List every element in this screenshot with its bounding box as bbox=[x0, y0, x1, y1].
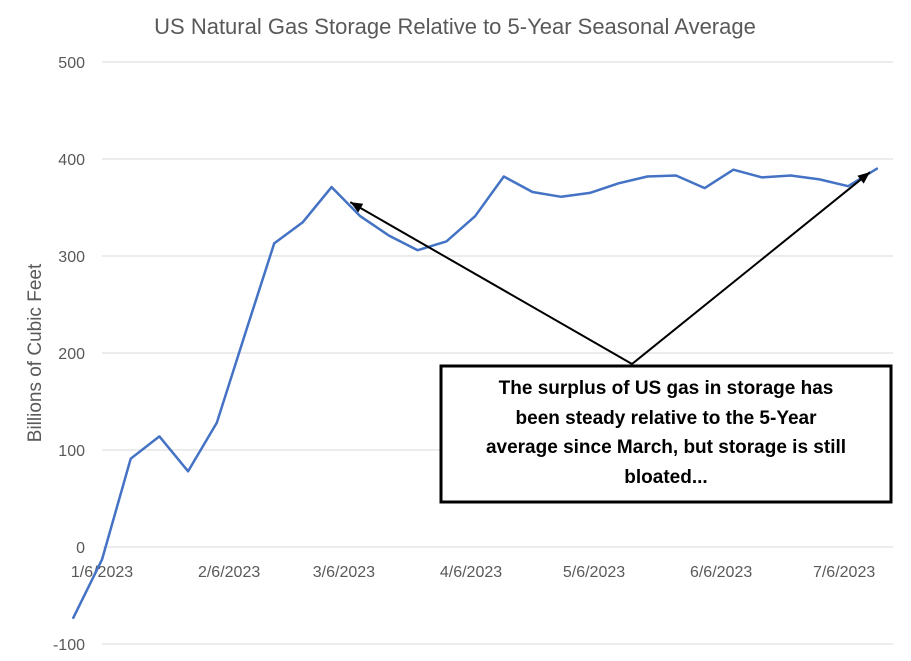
y-tick-label: 300 bbox=[58, 249, 85, 266]
y-axis-label: Billions of Cubic Feet bbox=[25, 263, 46, 442]
annotation-line-4: bloated... bbox=[624, 467, 707, 488]
y-tick-label: 100 bbox=[58, 443, 85, 460]
annotation-line-3: average since March, but storage is stil… bbox=[486, 437, 846, 458]
y-tick-label: 200 bbox=[58, 346, 85, 363]
x-tick-label: 7/6/2023 bbox=[813, 564, 875, 581]
annotation-line-1: The surplus of US gas in storage has bbox=[499, 378, 834, 399]
x-tick-labels: 1/6/2023 2/6/2023 3/6/2023 4/6/2023 5/6/2023… bbox=[71, 564, 875, 581]
gridlines bbox=[102, 61, 893, 645]
y-tick-label: -100 bbox=[53, 637, 85, 654]
chart-title: US Natural Gas Storage Relative to 5-Yea… bbox=[154, 14, 756, 39]
x-tick-label: 3/6/2023 bbox=[313, 564, 375, 581]
y-tick-label: 400 bbox=[58, 152, 85, 169]
annotation-arrows bbox=[349, 171, 871, 365]
y-tick-label: 0 bbox=[76, 540, 85, 557]
annotation-line-2: been steady relative to the 5-Year bbox=[516, 408, 818, 429]
x-tick-label: 2/6/2023 bbox=[198, 564, 260, 581]
x-tick-label: 4/6/2023 bbox=[440, 564, 502, 581]
arrow-to-march bbox=[349, 201, 633, 365]
series-line bbox=[72, 167, 879, 620]
annotation-box: The surplus of US gas in storage has bee… bbox=[439, 364, 893, 504]
y-tick-labels: -100 0 100 200 300 400 500 bbox=[53, 55, 85, 654]
y-tick-label: 500 bbox=[58, 55, 85, 72]
arrow-to-july bbox=[631, 171, 871, 365]
x-tick-label: 6/6/2023 bbox=[690, 564, 752, 581]
x-tick-label: 1/6/2023 bbox=[71, 564, 133, 581]
x-tick-label: 5/6/2023 bbox=[563, 564, 625, 581]
